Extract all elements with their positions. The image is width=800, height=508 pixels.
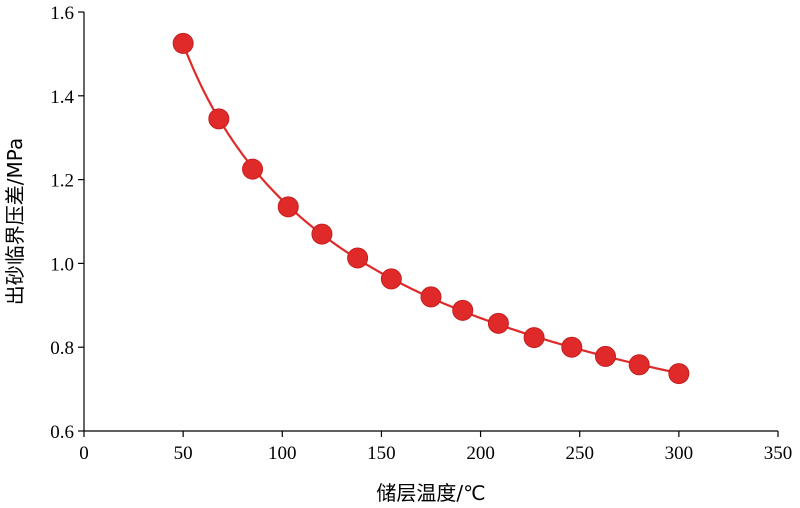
y-tick-labels: 0.6 0.8 1.0 1.2 1.4 1.6 — [50, 3, 74, 443]
data-point — [242, 158, 264, 180]
data-point — [452, 299, 474, 321]
data-point — [523, 327, 545, 349]
x-tick-label: 150 — [367, 443, 396, 464]
x-tick-label: 0 — [79, 443, 89, 464]
y-tick-label: 0.6 — [50, 422, 74, 443]
data-point — [311, 223, 333, 245]
data-point — [487, 312, 509, 334]
tick-marks — [78, 11, 779, 437]
data-point — [380, 268, 402, 290]
data-point — [668, 363, 690, 385]
data-point — [420, 286, 442, 308]
data-point — [347, 247, 369, 269]
x-tick-label: 50 — [174, 443, 193, 464]
x-tick-label: 100 — [268, 443, 297, 464]
data-point — [172, 32, 194, 54]
y-tick-label: 1.4 — [50, 87, 74, 108]
trendline — [182, 43, 680, 375]
x-tick-label: 250 — [565, 443, 594, 464]
data-point — [208, 108, 230, 130]
x-axis-title: 储层温度/℃ — [376, 481, 485, 505]
data-point — [594, 345, 616, 367]
x-tick-label: 300 — [665, 443, 694, 464]
data-point — [628, 354, 650, 376]
x-tick-labels: 0 50 100 150 200 250 300 350 — [79, 443, 792, 464]
data-points — [172, 32, 690, 385]
y-tick-label: 1.2 — [50, 171, 74, 192]
x-tick-label: 200 — [466, 443, 495, 464]
y-tick-label: 1.0 — [50, 254, 74, 275]
y-tick-label: 1.6 — [50, 3, 74, 24]
trendline-layer — [182, 43, 680, 375]
x-tick-label: 350 — [764, 443, 793, 464]
axes — [83, 12, 778, 432]
y-axis-title: 出砂临界压差/MPa — [3, 138, 27, 305]
y-tick-label: 0.8 — [50, 338, 74, 359]
data-point — [277, 196, 299, 218]
data-point — [561, 336, 583, 358]
